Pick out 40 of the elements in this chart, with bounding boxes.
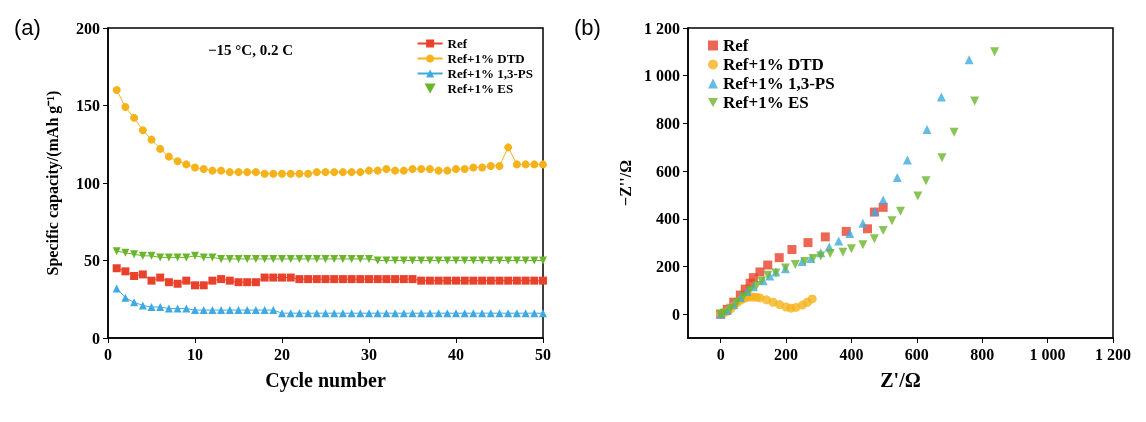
y-tick-label: 0 bbox=[672, 305, 680, 323]
y-tick-label: 50 bbox=[84, 252, 100, 269]
legend-label: Ref bbox=[723, 36, 749, 55]
x-tick-label: 10 bbox=[187, 345, 203, 363]
annotation: −15 °C, 0.2 C bbox=[208, 41, 293, 58]
y-tick-label: 150 bbox=[76, 97, 100, 114]
x-axis-title: Z'/Ω bbox=[880, 369, 921, 391]
x-tick-label: 600 bbox=[904, 345, 929, 363]
legend-label: Ref+1% ES bbox=[447, 81, 514, 96]
y-axis-title: −Z''/Ω bbox=[616, 159, 634, 206]
legend-label: Ref+1% DTD bbox=[723, 55, 824, 74]
legend-label: Ref+1% 1,3-PS bbox=[447, 66, 534, 81]
y-tick-label: 800 bbox=[656, 114, 680, 132]
x-tick-label: 40 bbox=[448, 345, 464, 363]
x-tick-label: 200 bbox=[774, 345, 799, 363]
x-axis-title: Cycle number bbox=[265, 369, 386, 392]
y-axis-title: Specific capacity/(mAh g⁻¹) bbox=[43, 90, 62, 276]
y-tick-label: 100 bbox=[76, 174, 100, 192]
x-tick-label: 400 bbox=[839, 345, 864, 363]
y-tick-label: 0 bbox=[92, 329, 100, 347]
x-tick-label: 0 bbox=[716, 345, 725, 363]
x-tick-label: 1 000 bbox=[1029, 345, 1066, 363]
y-tick-label: 600 bbox=[656, 162, 680, 180]
y-tick-label: 400 bbox=[656, 210, 680, 228]
legend-label: Ref+1% 1,3-PS bbox=[723, 74, 835, 93]
x-tick-label: 0 bbox=[104, 345, 112, 363]
x-tick-label: 30 bbox=[361, 345, 377, 363]
legend-label: Ref+1% ES bbox=[723, 93, 809, 112]
y-tick-label: 200 bbox=[76, 19, 100, 37]
y-tick-label: 1 200 bbox=[644, 19, 680, 37]
x-tick-label: 20 bbox=[274, 345, 290, 363]
y-tick-label: 1 000 bbox=[644, 67, 680, 85]
text: (a) bbox=[14, 14, 41, 40]
legend-label: Ref bbox=[447, 36, 468, 51]
y-tick-label: 200 bbox=[656, 257, 680, 275]
x-tick-label: 50 bbox=[535, 345, 551, 363]
text: (b) bbox=[574, 14, 601, 40]
legend-label: Ref+1% DTD bbox=[447, 51, 525, 66]
x-tick-label: 800 bbox=[970, 345, 995, 363]
x-tick-label: 1 200 bbox=[1095, 345, 1131, 363]
